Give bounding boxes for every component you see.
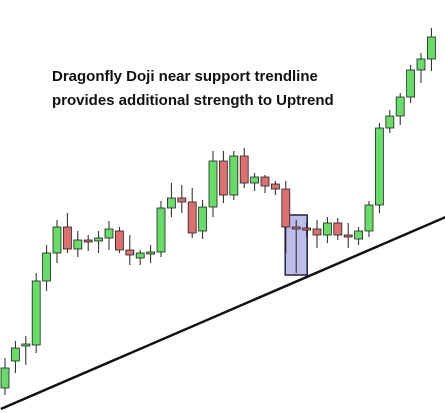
candle <box>125 235 135 265</box>
candle <box>146 245 156 263</box>
candle <box>364 201 374 237</box>
candle <box>208 151 218 217</box>
candle <box>291 220 301 273</box>
candle-body-bullish <box>406 69 416 98</box>
candle-body-bearish <box>125 249 135 256</box>
candle-body-bullish <box>104 228 114 239</box>
candle-body-bullish <box>416 58 426 71</box>
candle-body-bullish <box>426 36 436 60</box>
candle <box>0 358 10 395</box>
candle <box>83 235 93 251</box>
candle-body-bearish <box>343 234 353 238</box>
candle <box>94 231 103 253</box>
candle-body-bullish <box>364 204 374 232</box>
candle-body-bullish <box>354 230 364 240</box>
candles-layer <box>0 28 436 395</box>
candle <box>21 336 31 365</box>
annotation-layer: Dragonfly Doji near support trendline pr… <box>52 68 334 109</box>
annotation-line-2: provides additional strength to Uptrend <box>52 92 334 109</box>
candle-body-bullish <box>21 343 31 347</box>
candle <box>73 231 83 257</box>
candle <box>406 65 416 103</box>
candle <box>343 223 353 248</box>
candle-body-bullish <box>374 127 384 206</box>
candle <box>354 227 364 245</box>
candle <box>63 213 72 253</box>
candle-body-bullish <box>208 160 218 208</box>
candle <box>260 175 270 193</box>
candle <box>177 185 187 213</box>
candle-body-bullish <box>73 239 83 250</box>
candle-body-bullish <box>31 280 41 346</box>
trendline-layer <box>0 215 445 411</box>
candle <box>385 110 395 133</box>
candle-body-bullish <box>135 252 145 259</box>
candle-body-bearish <box>218 160 228 196</box>
candle-body-bullish <box>395 96 405 117</box>
candle-body-bullish <box>52 226 62 254</box>
candle <box>250 173 260 191</box>
candle <box>395 93 405 125</box>
candle <box>322 217 332 243</box>
candle-body-bullish <box>229 155 239 196</box>
candle <box>281 181 291 253</box>
annotation-line-1: Dragonfly Doji near support trendline <box>52 68 318 85</box>
candle-body-bearish <box>83 239 93 243</box>
candle-body-bearish <box>291 226 301 230</box>
candle-body-bullish <box>10 347 20 362</box>
candle-body-bullish <box>156 207 166 253</box>
candle <box>312 220 322 248</box>
candle <box>270 181 280 195</box>
candle-body-bullish <box>250 176 260 184</box>
candle-body-bullish <box>42 252 51 282</box>
candle <box>333 218 343 240</box>
candle <box>374 123 384 213</box>
candle <box>198 200 208 239</box>
candle-body-bearish <box>302 227 312 231</box>
candle-body-bearish <box>187 201 197 234</box>
candle <box>416 53 426 83</box>
candle-body-bearish <box>239 155 249 184</box>
candle <box>42 245 51 291</box>
candle-body-bullish <box>322 222 332 236</box>
candle-body-bearish <box>270 183 280 190</box>
candle <box>302 223 312 237</box>
support-trendline <box>0 215 445 411</box>
candle-body-bearish <box>63 226 72 250</box>
candle-body-bullish <box>146 251 156 255</box>
candle <box>229 151 239 200</box>
candle-body-bullish <box>385 115 395 129</box>
candle-body-bearish <box>312 228 322 236</box>
candle <box>52 220 62 263</box>
candle-body-bearish <box>177 197 187 203</box>
candle-body-bearish <box>115 230 124 251</box>
candle <box>135 250 145 265</box>
candle <box>426 28 436 71</box>
candle <box>166 183 176 217</box>
candle <box>218 151 228 203</box>
candle <box>187 188 197 238</box>
candle <box>10 341 20 373</box>
candle-body-bearish <box>260 176 270 187</box>
candle <box>156 201 166 257</box>
candle <box>31 273 41 353</box>
candle-body-bullish <box>94 237 103 242</box>
candle-body-bearish <box>281 188 291 228</box>
candle <box>239 148 249 188</box>
candle-body-bullish <box>166 197 176 209</box>
candle-body-bullish <box>0 367 10 389</box>
candle-body-bullish <box>198 206 208 232</box>
candle-body-bearish <box>333 222 343 236</box>
candle <box>115 227 124 253</box>
candle <box>104 221 114 250</box>
